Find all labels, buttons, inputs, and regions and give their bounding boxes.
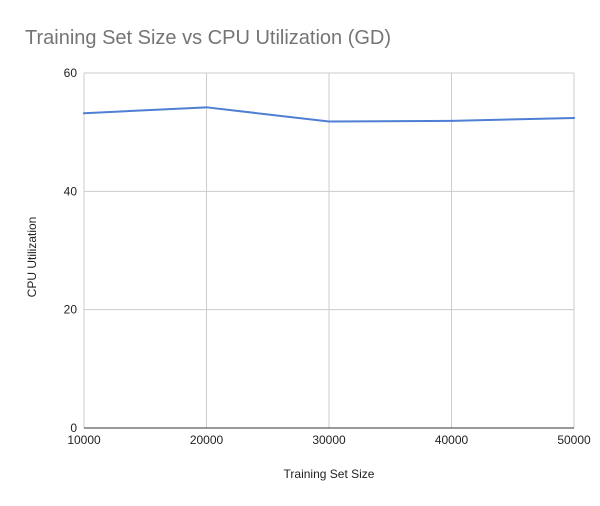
x-axis-ticks: 10000 20000 30000 40000 50000 [67,433,591,447]
data-point [205,106,208,109]
x-tick-label: 10000 [67,433,101,447]
x-tick-label: 50000 [557,433,591,447]
y-tick-label: 60 [64,66,78,80]
chart-title: Training Set Size vs CPU Utilization (GD… [25,27,391,49]
x-tick-label: 40000 [435,433,469,447]
data-point [573,116,575,119]
y-axis-ticks: 0 20 40 60 [64,66,78,435]
x-tick-label: 20000 [190,433,224,447]
y-tick-label: 20 [64,303,78,317]
gridlines [83,72,575,429]
data-point [83,112,85,115]
y-tick-label: 0 [70,421,77,435]
data-point [450,119,453,122]
x-axis-title: Training Set Size [284,467,375,481]
y-tick-label: 40 [64,184,78,198]
x-tick-label: 30000 [312,433,346,447]
series-layer [83,106,575,123]
data-point [328,120,330,123]
y-axis-title: CPU Utilization [25,217,39,298]
